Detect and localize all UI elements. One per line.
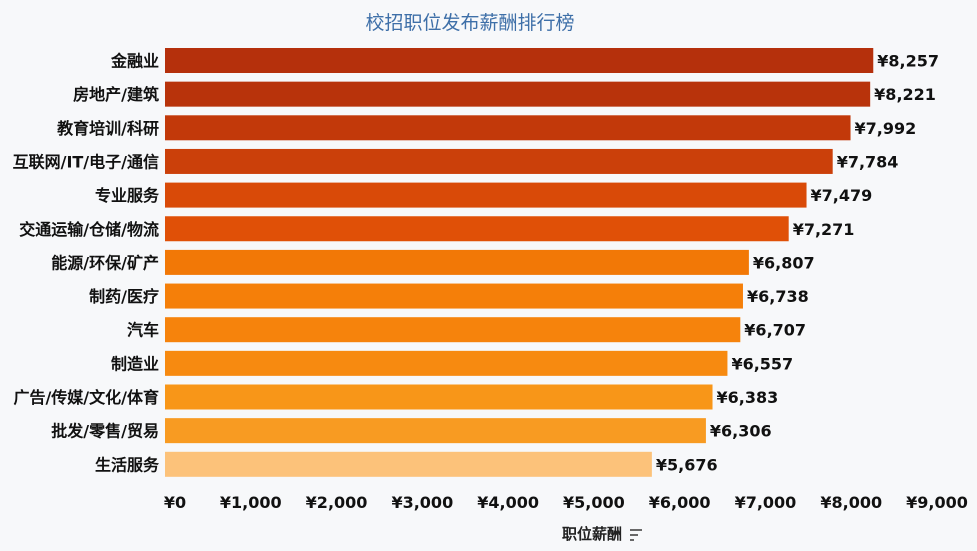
category-label: 生活服务: [95, 455, 160, 474]
bar[interactable]: [165, 81, 871, 107]
x-tick-label: ¥6,000: [649, 493, 711, 512]
x-axis-label: 职位薪酬: [562, 525, 622, 543]
category-label: 金融业: [110, 52, 159, 71]
bar[interactable]: [165, 384, 713, 410]
x-tick-label: ¥7,000: [735, 493, 797, 512]
category-label: 房地产/建筑: [73, 85, 159, 104]
chart-title: 校招职位发布薪酬排行榜: [365, 12, 574, 34]
category-label: 制造业: [111, 354, 159, 373]
x-axis: ¥0 ¥1,000 ¥2,000 ¥3,000 ¥4,000 ¥5,000 ¥6,000 ¥7…: [164, 493, 968, 512]
x-tick-label: ¥1,000: [220, 493, 282, 512]
x-tick-label: ¥2,000: [306, 493, 368, 512]
bar[interactable]: [165, 182, 807, 208]
bar-value-label: ¥8,221: [874, 85, 936, 104]
bar-value-label: ¥6,557: [731, 354, 793, 373]
bar[interactable]: [165, 317, 741, 343]
bar[interactable]: [165, 283, 743, 309]
category-label: 制药/医疗: [89, 287, 159, 306]
bar-value-label: ¥6,383: [717, 388, 779, 407]
x-tick-label: ¥9,000: [906, 493, 968, 512]
category-label: 汽车: [127, 321, 159, 340]
bar[interactable]: [165, 148, 833, 174]
bar[interactable]: [165, 115, 851, 141]
category-label: 批发/零售/贸易: [51, 422, 159, 441]
category-label: 专业服务: [95, 186, 160, 205]
bar-value-label: ¥6,707: [744, 321, 806, 340]
bar[interactable]: [165, 216, 789, 242]
x-tick-label: ¥8,000: [820, 493, 882, 512]
x-tick-label: ¥4,000: [477, 493, 539, 512]
x-tick-label: ¥3,000: [391, 493, 453, 512]
bar[interactable]: [165, 451, 652, 477]
x-tick-label: ¥0: [164, 493, 186, 512]
bar-value-label: ¥6,807: [753, 253, 815, 272]
bars-layer: 金融业 ¥8,257 房地产/建筑 ¥8,221 教育培训/科研 ¥7,992 互联网/IT…: [13, 48, 939, 477]
bar[interactable]: [165, 249, 749, 275]
x-tick-label: ¥5,000: [563, 493, 625, 512]
bar-value-label: ¥7,992: [855, 119, 917, 138]
bar-value-label: ¥7,271: [793, 220, 855, 239]
bar-value-label: ¥8,257: [877, 52, 939, 71]
bar[interactable]: [165, 350, 728, 376]
category-label: 互联网/IT/电子/通信: [13, 152, 159, 171]
sort-descending-icon[interactable]: [630, 529, 642, 541]
category-label: 能源/环保/矿产: [51, 253, 159, 272]
bar-value-label: ¥7,784: [837, 152, 899, 171]
category-label: 交通运输/仓储/物流: [19, 220, 159, 239]
category-label: 教育培训/科研: [57, 119, 159, 138]
bar-value-label: ¥5,676: [656, 455, 718, 474]
bar-value-label: ¥7,479: [811, 186, 873, 205]
bar[interactable]: [165, 48, 874, 73]
category-label: 广告/传媒/文化/体育: [13, 388, 159, 407]
bar-value-label: ¥6,738: [747, 287, 809, 306]
bar-value-label: ¥6,306: [710, 422, 772, 441]
bar[interactable]: [165, 418, 706, 444]
